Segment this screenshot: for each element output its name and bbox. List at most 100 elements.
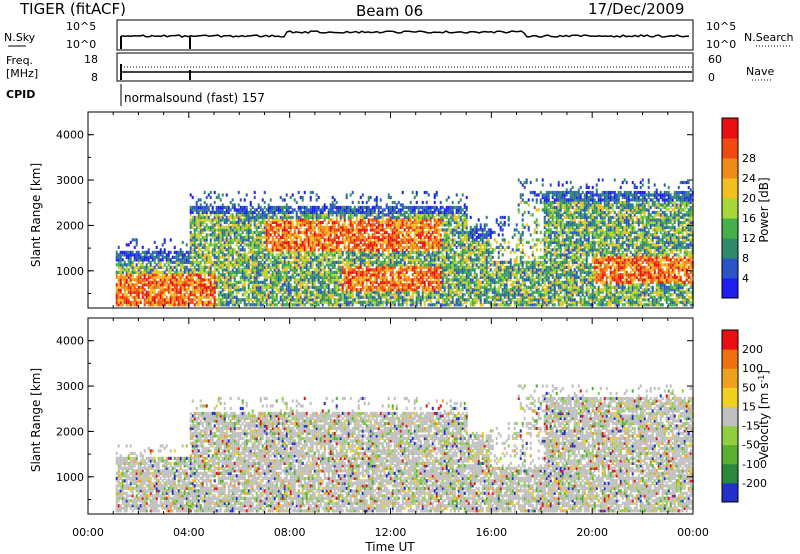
data-cell (327, 280, 330, 284)
data-cell (383, 208, 386, 212)
data-cell (425, 270, 428, 274)
data-cell (377, 235, 380, 240)
data-cell (441, 205, 444, 210)
data-cell (285, 223, 288, 227)
data-cell (409, 298, 412, 302)
data-cell (149, 283, 152, 287)
data-cell (253, 215, 256, 220)
data-cell (439, 228, 442, 232)
data-cell (427, 250, 430, 254)
data-cell (259, 300, 262, 304)
data-cell (121, 303, 124, 307)
data-cell (197, 283, 200, 287)
data-cell (437, 263, 440, 267)
data-cell (309, 190, 312, 195)
data-cell (287, 295, 290, 299)
data-cell (349, 300, 352, 304)
data-cell (283, 268, 286, 272)
data-cell (189, 253, 192, 257)
data-cell (217, 295, 220, 299)
data-cell (373, 270, 376, 274)
data-cell (187, 275, 190, 279)
data-cell (173, 245, 176, 249)
data-cell (255, 225, 258, 230)
data-cell (395, 215, 398, 220)
data-cell (309, 260, 312, 264)
data-cell (367, 268, 370, 272)
data-cell (365, 253, 368, 257)
data-cell (253, 280, 256, 284)
data-cell (203, 290, 206, 294)
data-cell (189, 208, 192, 212)
data-cell (387, 205, 390, 210)
data-cell (369, 218, 372, 222)
data-cell (173, 270, 176, 274)
data-cell (359, 260, 362, 264)
data-cell (401, 190, 404, 195)
data-cell (375, 238, 378, 242)
data-cell (433, 263, 436, 267)
data-cell (281, 198, 284, 202)
data-cell (265, 298, 268, 302)
data-cell (319, 215, 322, 220)
data-cell (229, 230, 232, 235)
data-cell (335, 210, 338, 215)
data-cell (225, 205, 228, 210)
data-cell (373, 255, 376, 259)
data-cell (249, 223, 252, 227)
data-cell (137, 250, 140, 254)
data-cell (195, 263, 198, 267)
data-cell (447, 295, 450, 299)
data-cell (257, 218, 260, 222)
data-cell (179, 265, 182, 269)
data-cell (115, 250, 118, 254)
data-cell (309, 258, 312, 262)
data-cell (361, 218, 364, 222)
data-cell (329, 205, 332, 210)
data-cell (431, 250, 434, 254)
data-cell (265, 243, 268, 247)
data-cell (383, 238, 386, 242)
data-cell (137, 295, 140, 299)
data-cell (357, 288, 360, 292)
data-cell (337, 285, 340, 289)
data-cell (239, 225, 242, 230)
data-cell (389, 298, 392, 302)
data-cell (203, 245, 206, 249)
data-cell (421, 263, 424, 267)
data-cell (201, 230, 204, 235)
data-cell (205, 248, 208, 252)
data-cell (217, 210, 220, 215)
data-cell (405, 298, 408, 302)
data-cell (199, 300, 202, 304)
data-cell (403, 300, 406, 304)
data-cell (361, 285, 364, 289)
data-cell (303, 223, 306, 227)
data-cell (215, 223, 218, 227)
data-cell (137, 255, 140, 259)
data-cell (273, 263, 276, 267)
data-cell (181, 255, 184, 259)
data-cell (309, 213, 312, 217)
data-cell (365, 303, 368, 307)
data-cell (187, 278, 190, 282)
data-cell (269, 225, 272, 230)
data-cell (433, 295, 436, 299)
data-cell (151, 278, 154, 282)
data-cell (429, 270, 432, 274)
data-cell (413, 260, 416, 264)
data-cell (441, 243, 444, 247)
data-cell (377, 208, 380, 212)
data-cell (129, 270, 132, 274)
data-cell (123, 285, 126, 289)
data-cell (211, 275, 214, 279)
data-cell (447, 285, 450, 289)
data-cell (411, 280, 414, 284)
data-cell (345, 285, 348, 289)
data-cell (225, 268, 228, 272)
data-cell (309, 238, 312, 242)
data-cell (289, 235, 292, 240)
data-cell (417, 300, 420, 304)
data-cell (193, 223, 196, 227)
data-cell (225, 293, 228, 297)
